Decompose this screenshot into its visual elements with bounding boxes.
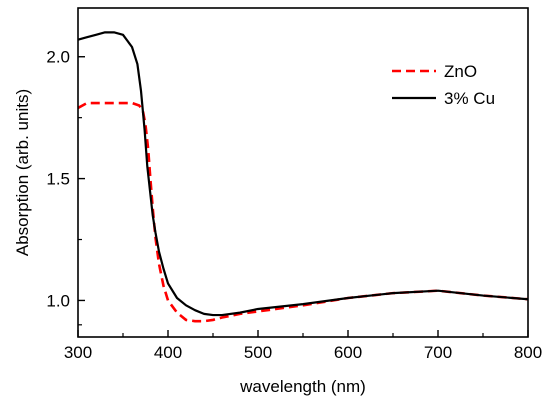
series-line-1 <box>77 31 529 317</box>
x-tick-label: 300 <box>64 343 92 362</box>
x-tick-label: 700 <box>424 343 452 362</box>
x-tick-label: 500 <box>244 343 272 362</box>
plot-frame <box>77 7 529 338</box>
y-axis-title: Absorption (arb. units) <box>13 89 32 256</box>
y-tick-label: 2.0 <box>46 48 70 67</box>
legend-label-0: ZnO <box>444 62 477 81</box>
x-axis-title: wavelength (nm) <box>239 377 366 396</box>
series-layer <box>77 31 529 323</box>
legend: ZnO 3% Cu <box>392 62 495 108</box>
x-tick-label: 600 <box>334 343 362 362</box>
y-tick-label: 1.5 <box>46 170 70 189</box>
ticks-layer: 300 400 500 600 700 800 1.0 1.5 2.0 <box>46 48 542 362</box>
x-tick-label: 800 <box>514 343 542 362</box>
y-tick-label: 1.0 <box>46 291 70 310</box>
x-tick-label: 400 <box>154 343 182 362</box>
legend-label-1: 3% Cu <box>444 89 495 108</box>
